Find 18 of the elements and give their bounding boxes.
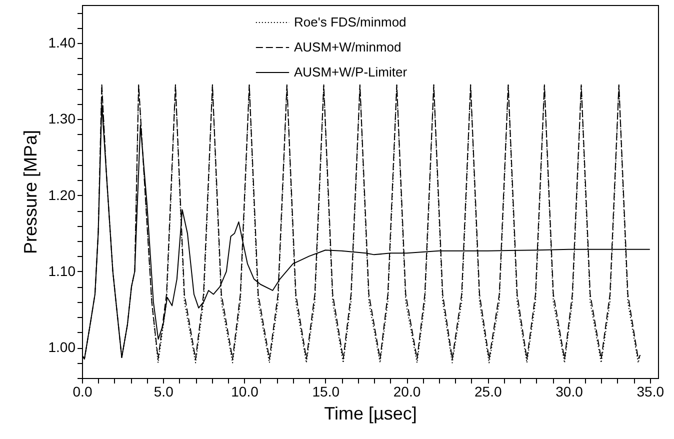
legend-label: AUSM+W/P-Limiter [294,64,408,80]
y-tick-label: 1.10 [48,262,76,279]
y-tick-label: 1.30 [48,110,76,127]
y-tick-label: 1.20 [48,186,76,203]
x-tick-label: 0.0 [72,384,92,400]
x-tick-label: 30.0 [556,384,584,400]
x-tick-label: 35.0 [636,384,664,400]
x-tick-label: 5.0 [154,384,174,400]
y-tick-label: 1.00 [48,339,76,356]
legend-label: AUSM+W/minmod [294,40,402,54]
y-tick-label: 1.40 [48,34,76,51]
x-tick-label: 15.0 [312,384,340,400]
x-axis-title: Time [µsec] [324,404,417,424]
x-tick-label: 25.0 [474,384,502,400]
x-tick-label: 10.0 [231,384,259,400]
x-tick-label: 20.0 [393,384,421,400]
y-axis-title: Pressure [MPa] [20,130,40,254]
legend-label: Roe's FDS/minmod [294,14,406,30]
